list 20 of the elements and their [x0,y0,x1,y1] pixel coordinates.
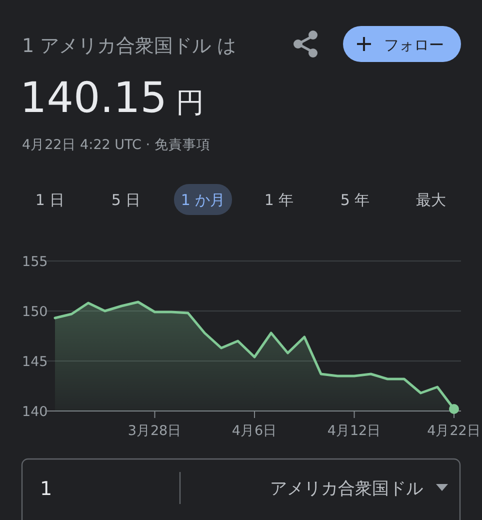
chart-title: 1 アメリカ合衆国ドル は [22,35,236,57]
text: 1 日 [35,191,65,209]
text: フォロー [384,36,444,54]
text: 最大 [416,191,446,209]
text: 1 年 [264,191,294,209]
y-tick-label: 145 [22,354,48,370]
text: 5 年 [340,191,370,209]
text: 1 [40,478,52,500]
text: アメリカ合衆国ドル [270,479,423,499]
chart-subtitle: 140.15 円 [20,73,204,122]
text: 5 日 [111,191,141,209]
x-tick-label: 4月22日 [427,423,481,439]
x-tick-label: 3月28日 [128,423,182,439]
y-tick-label: 150 [22,304,48,320]
y-tick-label: 140 [22,404,48,420]
text: 4月22日 4:22 UTC · 免責事項 [22,137,210,153]
x-tick-label: 4月6日 [232,423,278,439]
text: 1 か月 [180,191,226,209]
x-tick-label: 4月12日 [327,423,382,439]
y-tick-label: 155 [22,254,48,270]
